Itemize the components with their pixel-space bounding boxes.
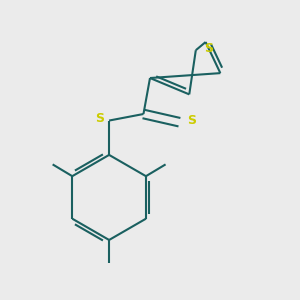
Text: S: S — [95, 112, 104, 125]
Text: S: S — [188, 114, 196, 127]
Text: S: S — [204, 42, 213, 55]
